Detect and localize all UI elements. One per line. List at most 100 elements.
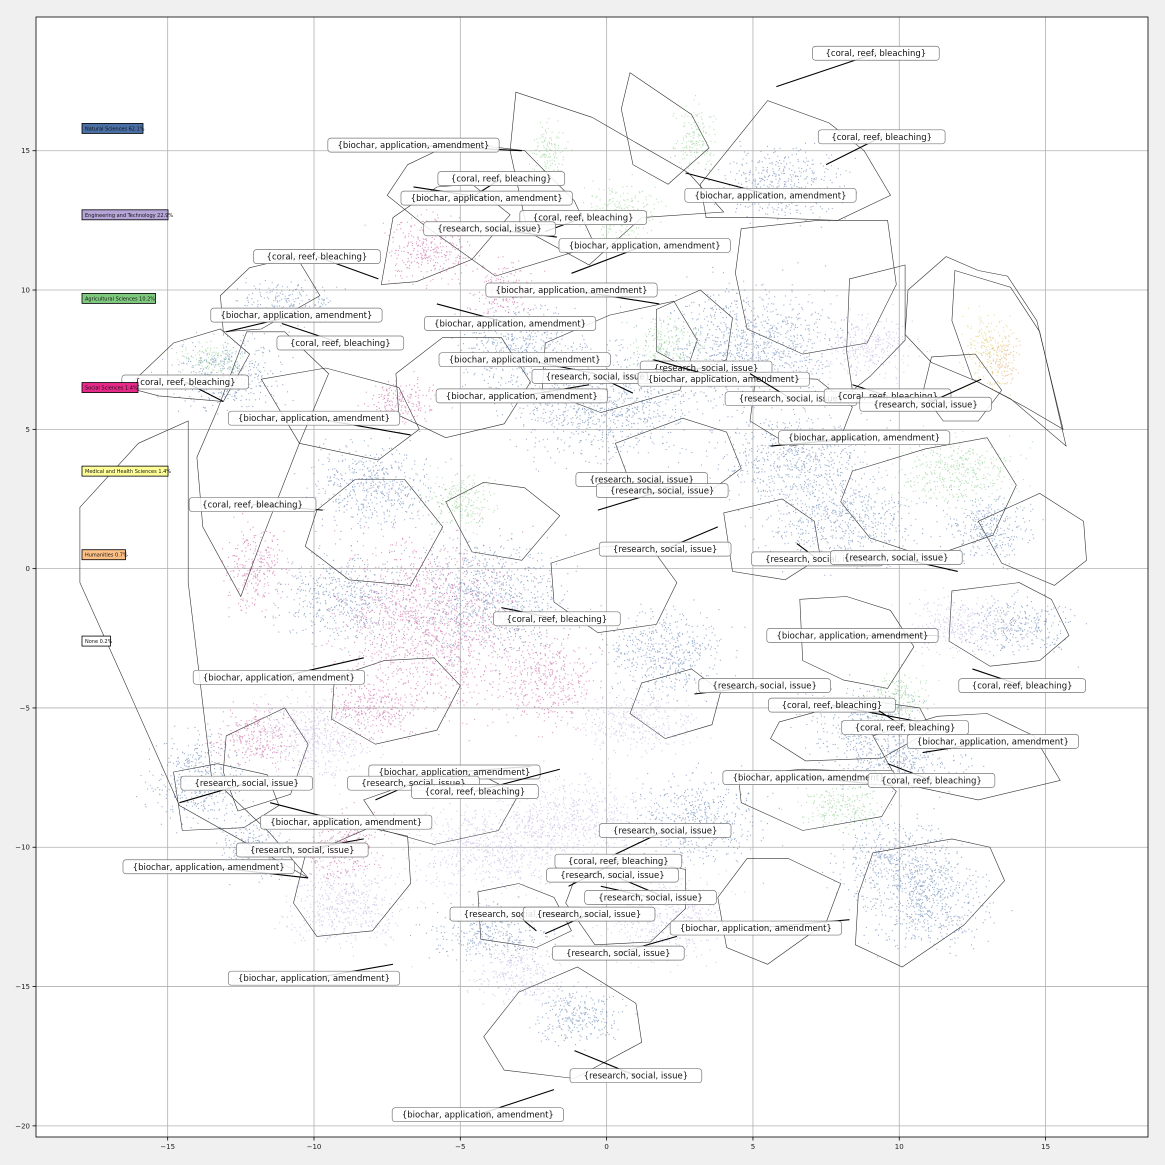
annotation: {research, social, issue} (423, 221, 557, 238)
annotation: {research, social, issue} (531, 369, 665, 394)
annotation: {research, social, issue} (179, 775, 313, 804)
annotation: {biochar, application, amendment} (227, 410, 411, 436)
annotation: {research, social, issue} (236, 838, 369, 858)
annotation-label: {biochar, application, amendment} (411, 194, 563, 204)
cluster-hull (799, 596, 915, 689)
annotation-box (637, 371, 810, 387)
legend-label: Humanities 0.7% (85, 553, 128, 559)
annotation-label: {coral, reef, bleaching} (881, 776, 982, 786)
x-tick-label: 15 (1041, 1143, 1050, 1151)
annotation-label: {biochar, application, amendment} (776, 632, 928, 642)
annotation: {biochar, application, amendment} (684, 172, 857, 203)
annotation-label: {biochar, application, amendment} (788, 434, 940, 444)
annotation-label: {research, social, issue} (610, 487, 714, 497)
annotation-label: {biochar, application, amendment} (434, 319, 586, 329)
y-tick-label: 5 (26, 426, 30, 434)
annotation-box (423, 221, 556, 237)
y-tick-label: −15 (15, 983, 30, 991)
annotation: {research, social, issue} (584, 885, 717, 905)
annotation-label: {research, social, issue} (613, 827, 717, 837)
annotation-label: {biochar, application, amendment} (496, 286, 648, 296)
legend-swatch (81, 123, 144, 134)
annotation-box (210, 307, 383, 323)
legend-label: Social Sciences 1.4% (85, 386, 138, 392)
annotation-label: {research, social, issue} (613, 545, 717, 555)
annotation-label: {coral, reef, bleaching} (425, 788, 526, 798)
annotation-box (584, 890, 717, 905)
annotation-box (768, 697, 896, 713)
y-tick-label: 15 (21, 147, 30, 155)
legend-label: Agricultural Sciences 10.2% (85, 296, 155, 302)
y-tick-label: −10 (15, 844, 30, 852)
legend-swatch (81, 465, 169, 477)
annotation-label: {biochar, application, amendment} (680, 924, 832, 934)
annotation-box (812, 45, 940, 61)
axis-ticks: −15 −10 −5 0 5 10 15 −20 −15 −10 −5 0 5 10 15 (15, 147, 1050, 1151)
annotation: {biochar, application, amendment} (327, 137, 522, 153)
annotation-box (192, 669, 365, 685)
annotation: {biochar, application, amendment} (669, 919, 850, 936)
annotation: {coral, reef, bleaching} (867, 763, 996, 788)
annotation-label: {research, social, issue} (598, 893, 702, 903)
annotation-label: {biochar, application, amendment} (733, 774, 885, 784)
x-tick-label: −10 (307, 1143, 322, 1151)
annotation: {biochar, application, amendment} (906, 734, 1079, 754)
annotation-label: {research, social, issue} (654, 364, 758, 374)
annotation-label: {coral, reef, bleaching} (451, 175, 552, 185)
cluster-hull (977, 493, 1087, 586)
annotation-label: {biochar, application, amendment} (648, 375, 800, 385)
legend-swatch (81, 549, 126, 561)
cluster-hull (173, 763, 280, 831)
annotation: {biochar, application, amendment} (391, 1089, 564, 1123)
annotation-box (684, 187, 857, 203)
cluster-hull (331, 657, 461, 745)
annotation-box (778, 430, 951, 446)
annotation-box (400, 190, 573, 206)
annotation-label: {biochar, application, amendment} (203, 673, 355, 683)
annotation-label: {research, social, issue} (537, 910, 641, 920)
cluster-hull (699, 100, 891, 221)
annotation-box (438, 352, 611, 368)
annotation-label: {biochar, application, amendment} (402, 1111, 554, 1121)
y-tick-label: −5 (20, 704, 30, 712)
annotation: {research, social, issue} (598, 823, 732, 857)
cluster-hull (220, 256, 321, 333)
annotation-label: {coral, reef, bleaching} (782, 701, 883, 711)
annotation-box (227, 970, 401, 986)
annotation: {research, social, issue} (859, 378, 992, 412)
annotation-box (121, 374, 249, 390)
annotation: {biochar, application, amendment} (122, 859, 309, 879)
annotation: {biochar, application, amendment} (485, 282, 660, 305)
annotation-label: {coral, reef, bleaching} (568, 857, 669, 867)
annotation: {coral, reef, bleaching} (519, 210, 647, 233)
annotation-box (552, 945, 685, 961)
cluster-hull (445, 481, 561, 561)
annotation-label: {coral, reef, bleaching} (831, 133, 932, 143)
annotation-label: {coral, reef, bleaching} (533, 214, 634, 224)
cluster-hull (904, 256, 1064, 430)
annotation-box (958, 678, 1086, 694)
x-tick-label: 10 (895, 1143, 904, 1151)
cluster-hull (304, 479, 444, 586)
annotation-box (569, 1068, 703, 1084)
annotation-box (906, 734, 1079, 749)
annotation: {coral, reef, bleaching} (188, 497, 323, 512)
annotation-label: {coral, reef, bleaching} (837, 392, 938, 402)
annotation-label: {biochar, application, amendment} (449, 356, 601, 366)
annotation-box (493, 611, 621, 627)
annotation-label: {biochar, application, amendment} (338, 141, 490, 151)
annotation-box (236, 842, 369, 858)
legend-entry: Agricultural Sciences 10.2% (81, 292, 156, 304)
annotation-label: {biochar, application, amendment} (378, 768, 530, 778)
cluster-hull (483, 966, 643, 1079)
x-tick-label: −15 (160, 1143, 175, 1151)
annotation: {coral, reef, bleaching} (253, 249, 381, 280)
legend-entry: Engineering and Technology 22.9% (81, 209, 173, 221)
annotation-label: {research, social, issue} (361, 779, 465, 789)
annotation-label: {research, social, issue} (560, 871, 664, 881)
annotation: {biochar, application, amendment} (766, 628, 939, 643)
annotation-box (253, 249, 381, 264)
annotation-label: {biochar, application, amendment} (917, 737, 1069, 747)
x-tick-label: −5 (455, 1143, 465, 1151)
